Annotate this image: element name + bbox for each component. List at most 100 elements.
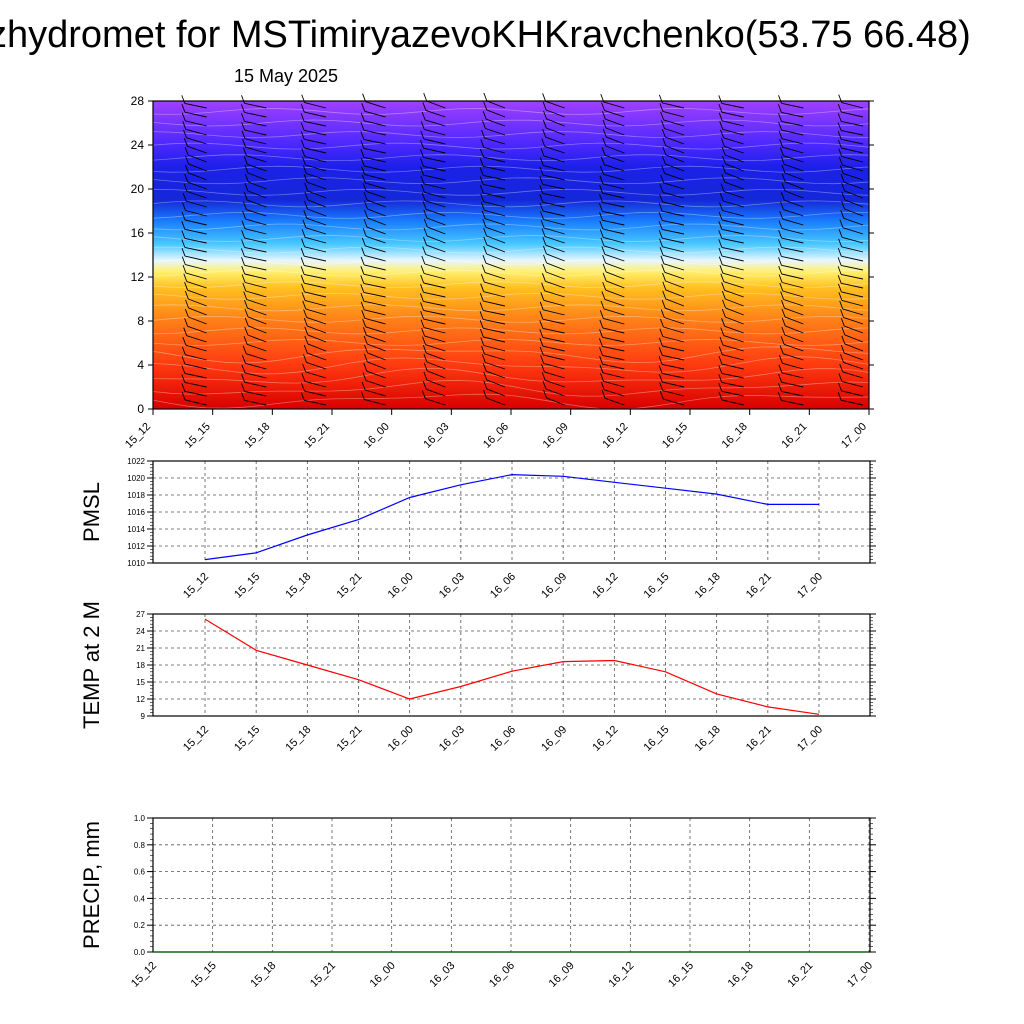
- wind-barb: [662, 390, 685, 397]
- precip-xtick-label: 16_15: [666, 960, 696, 990]
- wind-barb: [603, 308, 625, 316]
- wind-barb-flag: [181, 221, 186, 230]
- wind-barb-flag: [602, 254, 607, 264]
- wind-barb: [725, 298, 744, 307]
- wind-barb: [604, 389, 625, 397]
- precip-xtick-label: 16_06: [487, 960, 517, 990]
- wind-barb-flag: [182, 121, 187, 130]
- wind-barb: [665, 136, 685, 145]
- wind-barb-flag: [540, 219, 545, 229]
- wind-barb: [484, 353, 506, 361]
- wind-barb-flag: [241, 257, 245, 266]
- pmsl-xtick-label: 16_00: [386, 571, 416, 601]
- wind-barb: [841, 156, 864, 163]
- wind-barb-flag: [479, 328, 484, 338]
- wind-barb-flag: [841, 191, 846, 201]
- temp-xtick-label: 16_15: [642, 724, 672, 754]
- xsec-ytick-label: 8: [137, 314, 144, 328]
- wind-barb: [844, 208, 864, 217]
- wind-barb: [486, 235, 506, 244]
- xsec-contour-line: [152, 223, 870, 231]
- wind-barb: [602, 201, 625, 208]
- xsec-xtick-label: 16_12: [600, 421, 630, 451]
- wind-barb-flag: [780, 291, 785, 300]
- wind-barb: [662, 191, 685, 199]
- wind-barb-flag: [181, 383, 186, 392]
- wind-barb-flag: [599, 310, 604, 319]
- wind-barb-flag: [658, 221, 663, 230]
- wind-barb: [781, 399, 804, 406]
- wind-barb: [602, 219, 625, 226]
- wind-barb: [604, 397, 625, 406]
- wind-barb: [543, 155, 565, 163]
- precip-ylabel: PRECIP, mm: [79, 821, 104, 949]
- wind-barb: [841, 380, 864, 388]
- wind-barb: [185, 264, 207, 271]
- wind-barb: [306, 181, 327, 190]
- wind-barb-flag: [301, 229, 306, 238]
- wind-barb-flag: [420, 175, 425, 184]
- wind-barb: [245, 290, 267, 298]
- wind-barb: [841, 102, 864, 109]
- wind-barb-flag: [181, 95, 186, 104]
- wind-barb-flag: [659, 390, 664, 400]
- pmsl-ytick-label: 1022: [127, 457, 145, 466]
- wind-barb-flag: [777, 392, 782, 401]
- pmsl-frame: [152, 460, 871, 564]
- wind-barb: [424, 119, 446, 127]
- wind-barb-flag: [304, 200, 308, 210]
- wind-barb: [426, 235, 446, 244]
- wind-barb: [426, 352, 446, 361]
- page-date: 15 May 2025: [234, 66, 339, 86]
- xsec-xtick-label: 16_09: [541, 421, 571, 451]
- wind-barb-flag: [241, 392, 245, 401]
- wind-barb: [602, 192, 625, 199]
- wind-barb-flag: [363, 363, 368, 372]
- wind-barb: [248, 181, 267, 190]
- wind-barb-flag: [241, 220, 246, 229]
- wind-barb-flag: [304, 326, 309, 336]
- wind-barb-flag: [721, 282, 726, 291]
- wind-barb: [184, 246, 207, 253]
- wind-barb: [367, 343, 386, 352]
- wind-barb-flag: [423, 227, 428, 237]
- wind-barb-flag: [658, 347, 663, 356]
- wind-barb-flag: [841, 182, 846, 192]
- xsec-contour-line: [152, 356, 870, 375]
- wind-barb-flag: [302, 300, 307, 310]
- xsec-contour-line: [152, 119, 870, 127]
- wind-barb-flag: [778, 95, 782, 104]
- wind-barb-flag: [721, 318, 726, 327]
- wind-barb-flag: [599, 185, 604, 194]
- wind-barb-flag: [601, 102, 606, 111]
- wind-barb: [782, 290, 804, 298]
- wind-barb-flag: [241, 383, 245, 392]
- wind-barb: [187, 145, 207, 154]
- wind-barb: [304, 120, 327, 127]
- wind-barb-flag: [661, 264, 666, 273]
- wind-barb: [425, 254, 446, 262]
- wind-barb: [841, 273, 864, 280]
- wind-barb-flag: [419, 293, 424, 302]
- wind-barb-flag: [482, 255, 487, 264]
- wind-barb-flag: [423, 92, 428, 102]
- wind-barb: [426, 100, 446, 109]
- wind-barb: [664, 128, 685, 136]
- wind-barb: [244, 120, 267, 127]
- pmsl-xtick-label: 15_18: [283, 571, 313, 601]
- wind-barb-flag: [601, 291, 606, 300]
- wind-barb: [602, 210, 625, 217]
- precip-ytick-label: 0.8: [134, 841, 146, 850]
- wind-barb-flag: [837, 283, 842, 293]
- wind-barb-flag: [600, 237, 605, 247]
- wind-barb: [542, 210, 565, 217]
- pmsl-panel: 1010 1012 1014 1016 1018 1020 1022 15_12 15_15 15…: [79, 457, 876, 601]
- wind-barb-flag: [363, 353, 368, 363]
- wind-barb: [721, 102, 744, 109]
- wind-barb: [483, 165, 506, 172]
- wind-barb-flag: [718, 391, 723, 401]
- temp-xtick-label: 15_12: [181, 724, 211, 754]
- precip-xtick-label: 17_00: [845, 960, 875, 990]
- wind-barb: [722, 264, 744, 271]
